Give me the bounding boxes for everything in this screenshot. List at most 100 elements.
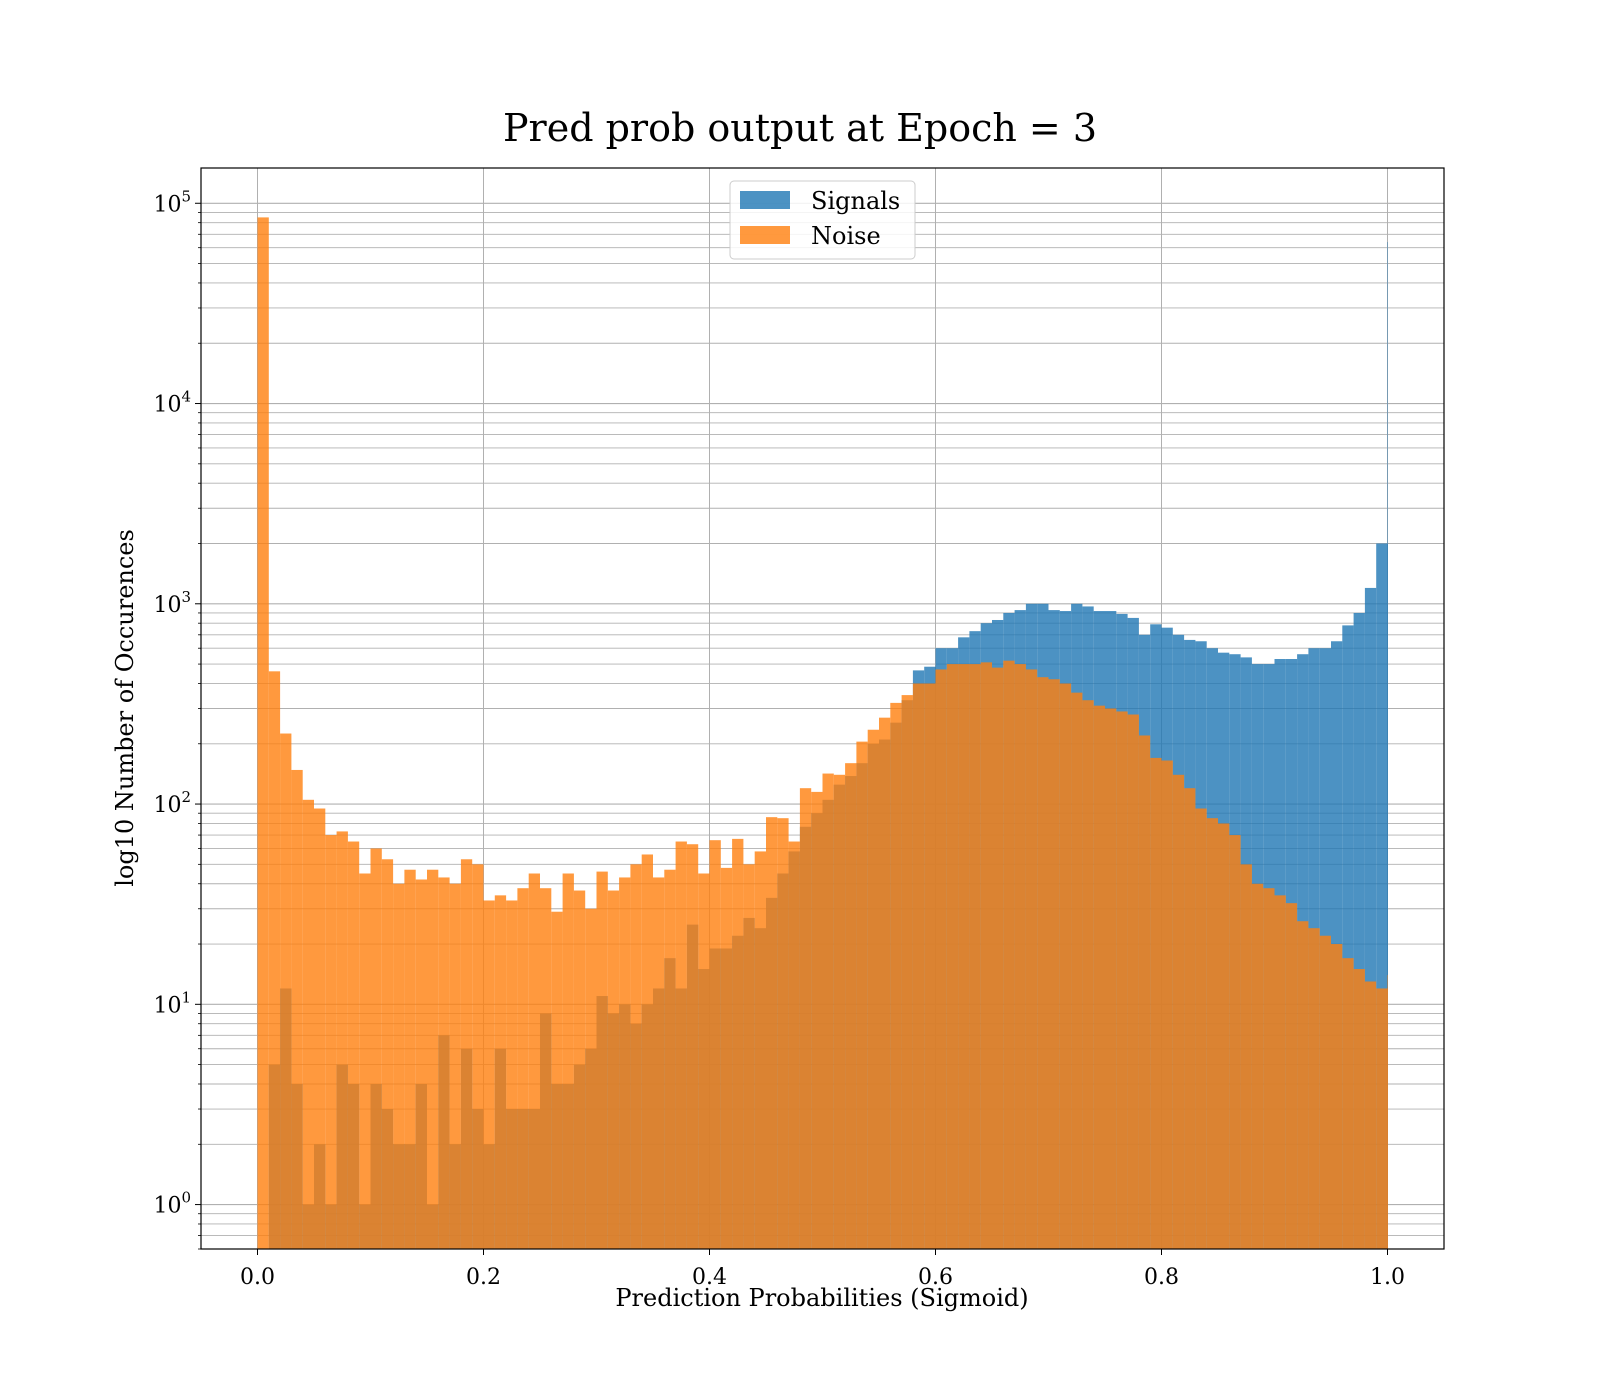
- noise-bar: [1059, 683, 1072, 1249]
- legend-label-noise: Noise: [811, 222, 881, 250]
- y-tick-label: 104: [153, 388, 191, 418]
- x-tick-label: 0.8: [1144, 1265, 1179, 1290]
- noise-bar: [653, 877, 665, 1249]
- noise-bar: [551, 911, 563, 1249]
- noise-bar: [969, 664, 981, 1249]
- noise-bar: [280, 733, 292, 1249]
- noise-bar: [257, 217, 269, 1250]
- noise-bars: [257, 217, 1388, 1250]
- noise-bar: [856, 741, 868, 1249]
- noise-bar: [483, 900, 495, 1249]
- noise-bar: [1263, 888, 1275, 1249]
- noise-bar: [1195, 808, 1207, 1249]
- noise-bar: [1218, 823, 1230, 1249]
- noise-bar: [415, 879, 427, 1249]
- y-axis-label: log10 Number of Occurences: [111, 529, 139, 887]
- noise-bar: [1172, 774, 1185, 1249]
- noise-bar: [336, 831, 348, 1249]
- noise-bar: [585, 908, 597, 1249]
- noise-bar: [1206, 818, 1218, 1249]
- noise-bar: [517, 888, 529, 1249]
- signals-bar: [1387, 242, 1388, 1249]
- noise-bar: [1376, 988, 1388, 1249]
- noise-bar: [573, 890, 586, 1249]
- noise-bar: [1048, 679, 1060, 1249]
- noise-bar: [732, 838, 744, 1249]
- noise-bar: [980, 662, 992, 1249]
- noise-bar: [1014, 664, 1026, 1249]
- y-tick-label: 105: [153, 187, 191, 217]
- noise-bar: [675, 841, 687, 1249]
- noise-bar: [992, 667, 1004, 1249]
- noise-bar: [506, 900, 518, 1249]
- noise-bar: [596, 871, 608, 1249]
- noise-bar: [946, 664, 959, 1249]
- x-tick-label: 0.2: [466, 1265, 501, 1290]
- noise-bar: [1342, 958, 1354, 1249]
- noise-bar: [766, 817, 778, 1249]
- chart-title: Pred prob output at Epoch = 3: [503, 106, 1097, 150]
- y-tick-label: 101: [153, 988, 191, 1018]
- noise-bar: [325, 835, 337, 1249]
- noise-bar: [754, 851, 766, 1249]
- noise-bar: [686, 844, 699, 1249]
- noise-bar: [867, 729, 879, 1249]
- noise-bar: [528, 873, 540, 1249]
- noise-bar: [720, 867, 733, 1249]
- legend-swatch-noise: [740, 226, 790, 244]
- noise-bar: [958, 664, 970, 1249]
- noise-bar: [1116, 711, 1128, 1249]
- noise-bar: [619, 877, 631, 1249]
- x-axis-ticks: 0.0 0.2 0.4 0.6 0.8 1.0: [240, 1249, 1405, 1290]
- noise-bar: [833, 774, 846, 1249]
- noise-bar: [540, 888, 552, 1249]
- noise-bar: [472, 864, 484, 1249]
- legend: Signals Noise: [729, 180, 916, 260]
- noise-bar: [912, 683, 925, 1249]
- signals-bar: [1353, 612, 1365, 1249]
- noise-bar: [698, 873, 710, 1249]
- noise-bar: [1138, 735, 1151, 1249]
- noise-bar: [268, 671, 281, 1249]
- x-tick-label: 0.4: [692, 1265, 727, 1290]
- y-tick-label: 102: [153, 788, 191, 818]
- noise-bar: [1240, 864, 1252, 1249]
- x-axis-label: Prediction Probabilities (Sigmoid): [615, 1284, 1028, 1312]
- noise-bar: [664, 869, 676, 1249]
- noise-bar: [743, 864, 755, 1249]
- signals-bar: [1342, 625, 1354, 1249]
- legend-swatch-signals: [740, 191, 790, 209]
- noise-bar: [1105, 708, 1117, 1249]
- noise-bar: [1082, 700, 1094, 1249]
- noise-bar: [607, 890, 620, 1249]
- noise-bar: [1037, 677, 1049, 1249]
- legend-label-signals: Signals: [811, 187, 900, 215]
- x-tick-label: 0.6: [918, 1265, 953, 1290]
- noise-bar: [494, 895, 507, 1249]
- noise-bar: [1127, 714, 1139, 1249]
- noise-bar: [1364, 981, 1377, 1249]
- noise-bar: [1229, 835, 1241, 1249]
- noise-bar: [901, 695, 913, 1249]
- noise-bar: [1319, 935, 1331, 1249]
- noise-bar: [1297, 921, 1309, 1249]
- noise-bar: [359, 873, 371, 1249]
- noise-bar: [562, 873, 574, 1249]
- noise-bar: [1025, 669, 1038, 1249]
- noise-bar: [924, 683, 936, 1249]
- y-tick-label: 100: [153, 1189, 191, 1219]
- noise-bar: [1184, 788, 1196, 1249]
- noise-bar: [1285, 903, 1298, 1249]
- noise-bar: [291, 769, 303, 1249]
- noise-bar: [1308, 928, 1320, 1249]
- noise-bar: [381, 859, 394, 1249]
- noise-bar: [1093, 705, 1105, 1249]
- x-tick-label: 1.0: [1370, 1265, 1405, 1290]
- noise-bar: [641, 854, 653, 1249]
- noise-bar: [822, 773, 834, 1249]
- noise-bar: [1161, 760, 1173, 1249]
- noise-bar: [630, 864, 642, 1249]
- noise-bar: [777, 818, 789, 1249]
- signals-bar: [1364, 587, 1377, 1249]
